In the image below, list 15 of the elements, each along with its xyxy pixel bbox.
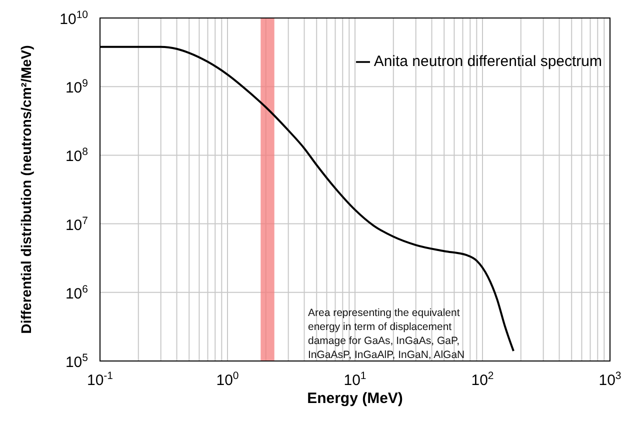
x-tick-label: 10$^{1}$ — [344, 370, 366, 389]
y-axis-title: Differential distribution (neutrons/cm²/MeV) — [18, 45, 34, 334]
annotation: Area representing the equivalent energy in term of displacement damage for GaAs, InGaAs, GaP, InGaAsP, InGaAlP, InGaN, AlGaN — [308, 306, 466, 362]
y-tick-label: 10$^{9}$ — [65, 78, 88, 97]
y-tick-label: 10$^{10}$ — [60, 9, 88, 28]
x-tick-label: 10$^{0}$ — [216, 370, 239, 389]
x-tick-label: 10$^{-1}$ — [86, 370, 114, 389]
y-tick-label: 10$^{7}$ — [65, 214, 88, 234]
y-tick-label: 10$^{5}$ — [65, 352, 88, 371]
x-tick-label: 10$^{2}$ — [471, 370, 494, 389]
y-tick-label: 10$^{8}$ — [65, 146, 88, 166]
x-axis-title: Energy (MeV) — [307, 390, 403, 407]
y-tick-label: 10$^{6}$ — [65, 283, 88, 302]
x-tick-label: 10$^{3}$ — [598, 370, 622, 389]
legend-label: Anita neutron differential spectrum — [374, 53, 602, 70]
